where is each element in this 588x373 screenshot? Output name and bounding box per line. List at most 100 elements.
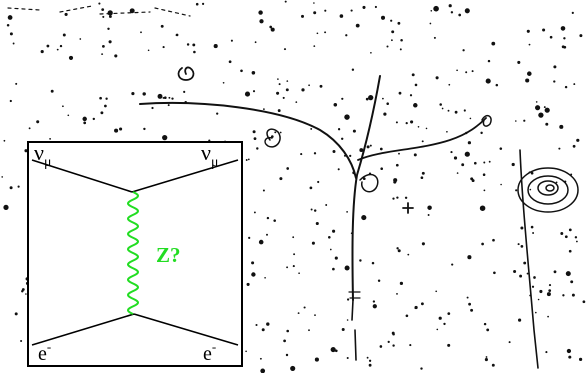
bubble-speck: [474, 161, 477, 165]
bubble-speck: [572, 144, 576, 148]
electron-line-out: [133, 313, 239, 346]
bubble-speck: [568, 355, 572, 359]
bubble-speck: [526, 272, 529, 275]
bubble-speck: [398, 91, 402, 95]
bubble-speck: [468, 302, 471, 306]
bubble-speck: [313, 45, 316, 47]
bubble-speck: [143, 127, 146, 131]
bubble-speck: [362, 177, 366, 181]
bubble-speck: [520, 245, 524, 248]
vertical-track-lower: [351, 299, 357, 361]
right-track-end-loop: [481, 114, 492, 127]
bubble-speck: [251, 272, 256, 277]
bubble-speck: [334, 349, 338, 353]
label-top-left-particle: ν: [34, 140, 44, 165]
bubble-speck: [543, 106, 546, 109]
bubble-speck: [341, 328, 345, 331]
bubble-speck: [100, 111, 104, 115]
bubble-speck: [309, 186, 313, 190]
bubble-speck: [399, 281, 404, 286]
bubble-speck: [392, 197, 395, 200]
bubble-speck: [392, 332, 395, 336]
bubble-speck: [298, 272, 300, 275]
bubble-speck: [255, 323, 258, 327]
bubble-speck: [560, 232, 564, 235]
bubble-speck: [259, 357, 262, 360]
bubble-speck: [216, 112, 219, 115]
bubble-speck: [252, 130, 256, 134]
bubble-speck: [443, 322, 446, 326]
bubble-speck: [396, 292, 398, 295]
z-boson-propagator: [126, 191, 140, 315]
bubble-speck: [546, 292, 551, 297]
electron-spiral: [517, 167, 579, 213]
bubble-speck: [36, 120, 40, 124]
bubble-speck: [1, 176, 4, 178]
bubble-speck: [483, 189, 486, 192]
bubble-speck: [465, 71, 468, 74]
bubble-speck: [251, 261, 255, 265]
bubble-speck: [395, 163, 399, 167]
bubble-speck: [332, 229, 336, 233]
bubble-speck: [427, 214, 430, 216]
bubble-speck: [508, 341, 511, 344]
bubble-speck: [252, 90, 256, 93]
bubble-speck: [559, 124, 564, 129]
bubble-speck: [491, 41, 496, 46]
bubble-speck: [300, 153, 303, 156]
bubble-speck: [485, 78, 491, 84]
bubble-speck: [368, 94, 374, 101]
bubble-speck: [24, 149, 28, 153]
bubble-speck: [168, 96, 171, 99]
bubble-speck: [25, 293, 27, 295]
bubble-speck: [366, 356, 369, 359]
bubble-speck: [574, 236, 578, 239]
bubble-speck: [17, 185, 20, 188]
bubble-speck: [528, 43, 531, 46]
bubble-speck: [107, 27, 110, 31]
bubble-speck: [240, 69, 243, 73]
bubble-speck: [404, 196, 408, 200]
bubble-speck: [251, 71, 256, 75]
bubble-speck: [566, 348, 572, 354]
neutrino-line-in: [31, 159, 133, 193]
bubble-speck: [414, 83, 418, 87]
bubble-speck: [565, 271, 571, 277]
bubble-speck: [456, 172, 459, 174]
bubble-speck: [499, 147, 503, 150]
bubble-speck: [295, 101, 298, 103]
bubble-speck: [548, 284, 552, 287]
bubble-speck: [372, 300, 376, 303]
bubble-speck: [434, 8, 438, 12]
top-edge-scratches: [7, 5, 191, 17]
bubble-speck: [310, 127, 313, 130]
bubble-speck: [530, 171, 534, 175]
bubble-speck: [263, 108, 265, 110]
bubble-speck: [104, 104, 107, 108]
bubble-speck: [286, 80, 289, 82]
bubble-speck: [350, 9, 353, 12]
bubble-speck: [245, 350, 247, 353]
bubble-speck: [292, 265, 295, 268]
bubble-speck: [513, 269, 517, 274]
bubble-speck: [519, 274, 523, 278]
bubble-speck: [386, 45, 389, 48]
bubble-speck: [380, 15, 386, 20]
bubble-speck: [545, 122, 549, 126]
bubble-speck: [427, 205, 432, 210]
bubble-speck: [345, 34, 348, 37]
bubble-speck: [467, 255, 472, 260]
bubble-speck: [62, 105, 64, 108]
bubble-speck: [495, 83, 499, 87]
bubble-speck: [361, 215, 367, 221]
bubble-speck: [469, 117, 472, 120]
bubble-speck: [3, 204, 9, 211]
label-bottom-right-particle: e: [203, 343, 212, 365]
bubble-speck: [447, 343, 451, 347]
bubble-speck: [535, 101, 538, 103]
bubble-speck: [420, 176, 424, 180]
bubble-speck: [531, 285, 535, 288]
bubble-speck: [313, 152, 317, 155]
bubble-speck: [355, 23, 360, 28]
bubble-speck: [308, 329, 310, 332]
